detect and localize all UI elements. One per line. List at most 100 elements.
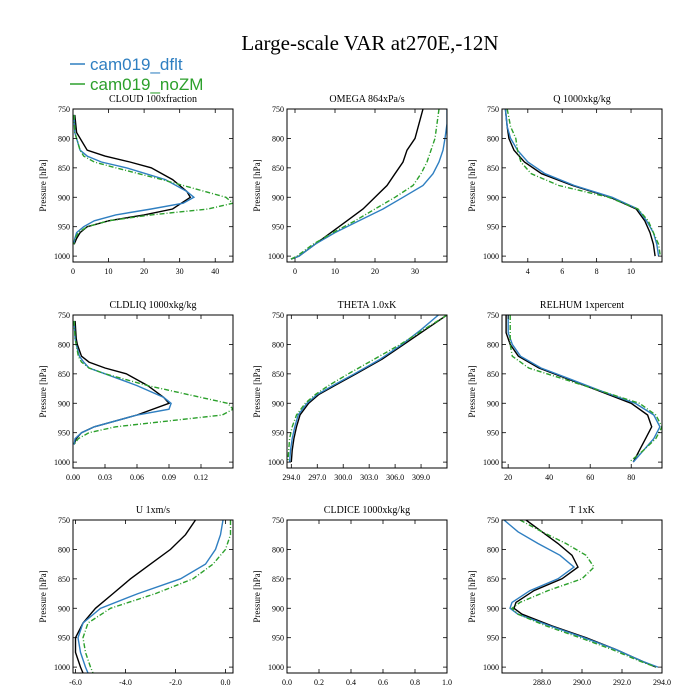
y-tick-label: 950 xyxy=(487,634,499,643)
x-tick-label: -4.0 xyxy=(119,678,132,687)
panel-4: CLDLIQ 1000xkg/kg Pressure [hPa] 750 800 850… xyxy=(38,300,234,482)
y-tick-label: 850 xyxy=(487,164,499,173)
series-line-1 xyxy=(504,109,656,257)
panel-6: RELHUM 1xpercent Pressure [hPa] 750 800 850 9… xyxy=(467,300,663,482)
x-tick-label: 0.00 xyxy=(66,473,80,482)
y-axis-label: Pressure [hPa] xyxy=(467,365,477,417)
y-tick-label: 850 xyxy=(58,370,70,379)
x-tick-label: 303.0 xyxy=(360,473,378,482)
series-line-2 xyxy=(504,109,660,257)
series-line-1 xyxy=(505,315,653,463)
figure-title: Large-scale VAR at270E,-12N xyxy=(241,31,498,55)
series-line-2 xyxy=(503,520,659,668)
x-tick-label: 80 xyxy=(627,473,635,482)
plot-frame xyxy=(72,314,234,469)
y-tick-label: 900 xyxy=(487,399,499,408)
y-tick-label: 750 xyxy=(272,516,284,525)
series-line-3 xyxy=(510,520,657,668)
y-tick-label: 900 xyxy=(487,193,499,202)
x-tick-label: -2.0 xyxy=(169,678,182,687)
x-tick-label: 20 xyxy=(371,267,379,276)
y-tick-label: 750 xyxy=(272,105,284,114)
panel-title: CLDICE 1000xkg/kg xyxy=(324,505,410,516)
x-tick-label: 0.6 xyxy=(378,678,388,687)
x-tick-label: 0.2 xyxy=(314,678,324,687)
panel-title: RELHUM 1xpercent xyxy=(540,300,624,311)
x-tick-label: 290.0 xyxy=(573,678,591,687)
y-tick-label: 800 xyxy=(487,134,499,143)
y-tick-label: 750 xyxy=(58,105,70,114)
y-tick-label: 800 xyxy=(272,134,284,143)
plot-frame xyxy=(286,314,448,469)
y-tick-label: 750 xyxy=(272,311,284,320)
x-tick-label: -6.0 xyxy=(69,678,82,687)
y-tick-label: 1000 xyxy=(483,458,499,467)
panel-title: Q 1000xkg/kg xyxy=(553,94,611,105)
legend-label-nozm: cam019_noZM xyxy=(90,75,203,94)
y-tick-label: 800 xyxy=(487,545,499,554)
series-line-1 xyxy=(290,315,447,463)
y-tick-label: 950 xyxy=(58,223,70,232)
x-tick-label: 0.03 xyxy=(98,473,112,482)
y-tick-label: 750 xyxy=(487,516,499,525)
y-tick-label: 1000 xyxy=(54,458,70,467)
y-tick-label: 850 xyxy=(487,370,499,379)
x-tick-label: 10 xyxy=(105,267,113,276)
y-tick-label: 850 xyxy=(58,164,70,173)
y-axis-label: Pressure [hPa] xyxy=(252,365,262,417)
y-tick-label: 950 xyxy=(487,223,499,232)
y-axis-label: Pressure [hPa] xyxy=(467,159,477,211)
y-axis-label: Pressure [hPa] xyxy=(252,159,262,211)
x-tick-label: 309.0 xyxy=(412,473,430,482)
x-tick-label: 40 xyxy=(211,267,219,276)
y-tick-label: 1000 xyxy=(268,663,284,672)
x-tick-label: 40 xyxy=(545,473,553,482)
y-tick-label: 900 xyxy=(58,399,70,408)
y-tick-label: 900 xyxy=(58,193,70,202)
y-tick-label: 1000 xyxy=(268,252,284,261)
y-tick-label: 950 xyxy=(487,429,499,438)
x-tick-label: 0.0 xyxy=(282,678,292,687)
plot-frame xyxy=(72,108,234,263)
y-tick-label: 850 xyxy=(487,575,499,584)
y-tick-label: 1000 xyxy=(483,663,499,672)
x-tick-label: 300.0 xyxy=(334,473,352,482)
y-tick-label: 950 xyxy=(272,223,284,232)
y-tick-label: 1000 xyxy=(268,458,284,467)
series-line-1 xyxy=(290,109,424,260)
y-tick-label: 750 xyxy=(487,311,499,320)
y-axis-label: Pressure [hPa] xyxy=(38,570,48,622)
x-tick-label: 30 xyxy=(411,267,419,276)
panel-5: THETA 1.0xK Pressure [hPa] 750 800 850 900 950… xyxy=(252,300,448,482)
x-tick-label: 0.0 xyxy=(221,678,231,687)
panel-7: U 1xm/s Pressure [hPa] 750 800 850 900 950 1000… xyxy=(38,505,234,687)
y-axis-label: Pressure [hPa] xyxy=(467,570,477,622)
panel-9: T 1xK Pressure [hPa] 750 800 850 900 950 1000 28… xyxy=(467,505,671,687)
x-tick-label: 0.12 xyxy=(194,473,208,482)
panel-title: U 1xm/s xyxy=(136,505,170,516)
x-tick-label: 0.09 xyxy=(162,473,176,482)
series-line-3 xyxy=(509,315,662,463)
x-tick-label: 294.0 xyxy=(653,678,671,687)
x-tick-label: 8 xyxy=(595,267,599,276)
series-line-3 xyxy=(82,520,232,673)
panel-title: CLDLIQ 1000xkg/kg xyxy=(110,300,197,311)
y-tick-label: 950 xyxy=(272,429,284,438)
x-tick-label: 1.0 xyxy=(442,678,452,687)
y-axis-label: Pressure [hPa] xyxy=(252,570,262,622)
y-tick-label: 1000 xyxy=(54,252,70,261)
plot-frame xyxy=(501,108,663,263)
x-tick-label: 60 xyxy=(586,473,594,482)
series-line-3 xyxy=(73,320,233,445)
y-tick-label: 800 xyxy=(487,340,499,349)
y-tick-label: 1000 xyxy=(483,252,499,261)
y-tick-label: 900 xyxy=(272,399,284,408)
plot-frame xyxy=(286,108,448,263)
panel-2: OMEGA 864xPa/s Pressure [hPa] 750 800 850 900… xyxy=(252,94,448,276)
y-tick-label: 1000 xyxy=(54,663,70,672)
y-tick-label: 900 xyxy=(487,604,499,613)
y-tick-label: 950 xyxy=(58,634,70,643)
x-tick-label: 292.0 xyxy=(613,678,631,687)
x-tick-label: 20 xyxy=(140,267,148,276)
